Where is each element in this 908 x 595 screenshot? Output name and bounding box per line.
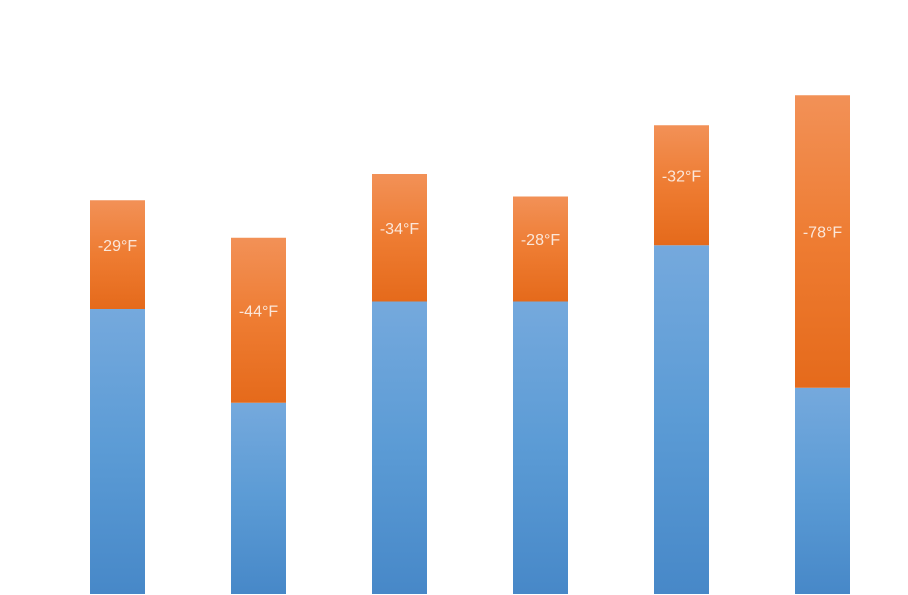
bar-segment [372,301,427,594]
bar-segment [231,402,286,594]
bar-segment [90,309,145,594]
data-label: -28°F [521,232,561,249]
data-label: -44°F [239,303,279,320]
bar-segment [795,95,850,388]
bar-segment [654,245,709,594]
bar-segment [513,301,568,594]
bar-segment [90,200,145,309]
bar-segment [231,237,286,403]
data-label: -78°F [803,225,843,242]
data-label: -32°F [662,168,702,185]
bar-segment [513,196,568,302]
bar-segment [372,174,427,302]
data-label: -29°F [98,238,138,255]
bar-segment [654,125,709,246]
data-label: -34°F [380,221,420,238]
bar-segment [795,387,850,594]
